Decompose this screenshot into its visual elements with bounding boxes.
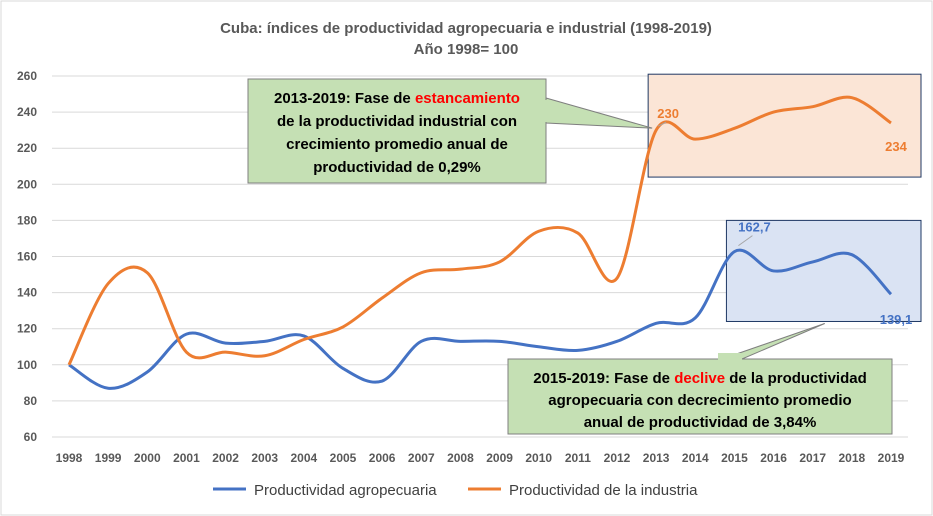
callout-agro-joint: [718, 353, 742, 361]
callout-industry-joint: [540, 100, 548, 122]
series-line-industry: [67, 95, 892, 366]
callout-text: de la productividad: [725, 370, 867, 387]
highlight-box-agro: [725, 219, 922, 322]
callout-text: 2013-2019: Fase de: [274, 90, 415, 107]
x-tick-label: 2007: [408, 451, 435, 465]
callout-text: productividad de 0,29%: [313, 159, 481, 176]
x-tick-label: 2018: [839, 451, 866, 465]
callout-industry-box: [247, 78, 547, 184]
legend-label-agro: Productividad agropecuaria: [254, 482, 437, 499]
y-tick-label: 240: [17, 105, 37, 119]
x-tick-label: 2000: [134, 451, 161, 465]
y-tick-label: 160: [17, 250, 37, 264]
callout-text: 2015-2019: Fase de: [533, 370, 674, 387]
x-tick-label: 2009: [486, 451, 513, 465]
y-tick-label: 120: [17, 322, 37, 336]
callout-agro-text: 2015-2019: Fase de declive de la product…: [533, 370, 867, 431]
data-label: 139,1: [880, 312, 913, 327]
callout-text: agropecuaria con decrecimiento promedio: [548, 392, 851, 409]
series-lines: [67, 95, 893, 390]
x-tick-label: 2015: [721, 451, 748, 465]
x-tick-label: 2019: [878, 451, 905, 465]
callout-text: crecimiento promedio anual de: [286, 136, 508, 153]
callout-agro: 2015-2019: Fase de declive de la product…: [507, 323, 893, 435]
data-labels: 230 234 162,7 139,1: [657, 106, 912, 327]
callout-industry: 2013-2019: Fase de estancamiento de la pr…: [247, 78, 653, 184]
x-axis-tick-labels: 1998 1999 2000 2001 2002 2003 2004 2005 2006 2007…: [56, 451, 905, 465]
legend-label-industry: Productividad de la industria: [509, 482, 698, 499]
y-tick-label: 60: [24, 430, 38, 444]
data-label: 230: [657, 106, 679, 121]
y-tick-label: 140: [17, 286, 37, 300]
data-label: 162,7: [738, 220, 771, 235]
callout-text: anual de productividad de 3,84%: [584, 414, 817, 431]
callout-text: de la productividad industrial con: [277, 113, 517, 130]
y-tick-label: 80: [24, 394, 38, 408]
x-tick-label: 2002: [212, 451, 239, 465]
y-tick-label: 260: [17, 69, 37, 83]
callout-line: productividad de 0,29%: [313, 159, 481, 176]
callout-industry-text: 2013-2019: Fase de estancamiento de la pr…: [274, 90, 520, 176]
x-tick-label: 2014: [682, 451, 709, 465]
callout-line: 2015-2019: Fase de declive de la product…: [533, 370, 867, 387]
y-tick-label: 200: [17, 177, 37, 191]
callout-agro-box: [507, 358, 893, 435]
x-tick-label: 1999: [95, 451, 122, 465]
x-tick-label: 2011: [565, 451, 591, 465]
y-tick-label: 220: [17, 141, 37, 155]
x-tick-label: 2017: [799, 451, 826, 465]
callout-emphasis: estancamiento: [415, 90, 520, 107]
y-axis-tick-labels: 60 80 100 120 140 160 180 200 220 240 260: [17, 69, 37, 444]
callout-line: 2013-2019: Fase de estancamiento: [274, 90, 520, 107]
legend: Productividad agropecuaria Productividad…: [213, 482, 698, 499]
x-tick-label: 2010: [525, 451, 552, 465]
data-label: 234: [885, 139, 907, 154]
x-tick-label: 2003: [251, 451, 278, 465]
y-tick-label: 180: [17, 213, 37, 227]
x-tick-label: 2013: [643, 451, 670, 465]
x-tick-label: 2012: [604, 451, 631, 465]
callout-line: crecimiento promedio anual de: [286, 136, 508, 153]
highlight-box-industry: [647, 73, 922, 178]
x-tick-label: 1998: [56, 451, 83, 465]
callout-line: agropecuaria con decrecimiento promedio: [548, 392, 851, 409]
x-tick-label: 2005: [330, 451, 357, 465]
x-tick-label: 2016: [760, 451, 787, 465]
chart-subtitle: Año 1998= 100: [414, 41, 519, 58]
y-tick-label: 100: [17, 358, 37, 372]
chart-title: Cuba: índices de productividad agropecua…: [220, 20, 712, 37]
callout-emphasis: declive: [674, 370, 725, 387]
x-tick-label: 2006: [369, 451, 396, 465]
callout-line: anual de productividad de 3,84%: [584, 414, 817, 431]
callout-line: de la productividad industrial con: [277, 113, 517, 130]
series-line-agro: [68, 248, 893, 390]
x-tick-label: 2004: [291, 451, 318, 465]
x-tick-label: 2008: [447, 451, 474, 465]
x-tick-label: 2001: [173, 451, 200, 465]
data-label-leader: [738, 235, 753, 247]
data-label-leader: [657, 121, 667, 127]
